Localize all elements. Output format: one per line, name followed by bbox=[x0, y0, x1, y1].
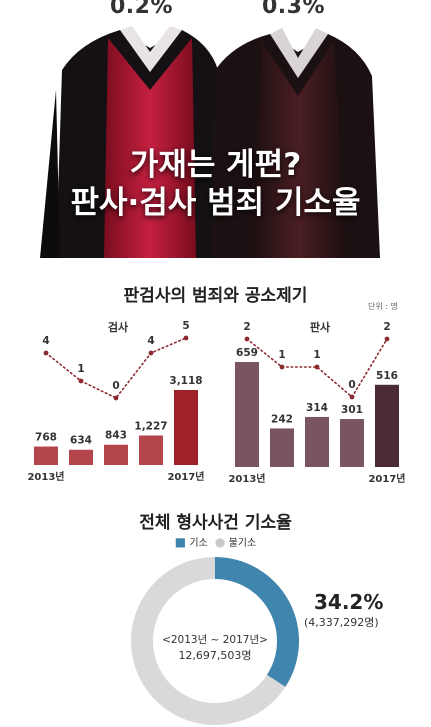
headline-line1: 가재는 게편? bbox=[129, 147, 302, 183]
legend-indicted-marker: ■ bbox=[174, 535, 187, 549]
judge-value-label: 516 bbox=[376, 370, 398, 382]
prosecutor-value-label: 843 bbox=[105, 430, 127, 442]
headline-line2: 판사·검사 범죄 기소율 bbox=[70, 185, 361, 221]
unit-label: 단위 : 명 bbox=[368, 302, 398, 311]
donut-center-total: 12,697,503명 bbox=[178, 649, 252, 662]
donut-highlight-percent: 34.2% bbox=[314, 590, 384, 614]
prosecutor-indictment-label: 0 bbox=[112, 380, 119, 392]
prosecutor-indictment-point bbox=[183, 335, 189, 341]
prosecutor-indictment-label: 4 bbox=[42, 335, 49, 347]
judge-indictment-point bbox=[349, 394, 355, 400]
prosecutor-indictment-point bbox=[148, 350, 154, 356]
legend-not-indicted-marker: ● bbox=[214, 535, 226, 549]
prosecutor-indictment-label: 4 bbox=[147, 335, 154, 347]
judge-category-label: 2017년 bbox=[368, 472, 405, 485]
judge-value-label: 659 bbox=[236, 347, 258, 359]
judge-indictment-label: 0 bbox=[348, 379, 355, 391]
prosecutor-value-label: 1,227 bbox=[134, 420, 167, 432]
legend-not-indicted-label: 불기소 bbox=[228, 538, 257, 549]
prosecutor-indictment-line bbox=[45, 337, 187, 400]
judge-bar bbox=[235, 362, 259, 467]
judge-value-label: 314 bbox=[306, 402, 328, 414]
donut-chart bbox=[131, 557, 299, 725]
prosecutor-panel-title: 검사 bbox=[108, 320, 129, 334]
judge-bar bbox=[340, 419, 364, 467]
judge-value-label: 301 bbox=[341, 404, 363, 416]
judge-indictment-rate: 0.3% bbox=[262, 0, 326, 19]
section2-title: 전체 형사사건 기소율 bbox=[139, 513, 292, 533]
judge-bar bbox=[270, 428, 294, 467]
prosecutor-value-label: 3,118 bbox=[169, 375, 202, 387]
judge-bar bbox=[375, 384, 399, 467]
prosecutor-indictment-point bbox=[43, 350, 49, 356]
judge-indictment-point bbox=[384, 336, 390, 342]
judge-indictment-point bbox=[279, 364, 285, 370]
judge-indictment-label: 1 bbox=[313, 349, 320, 361]
prosecutor-value-label: 768 bbox=[35, 432, 57, 444]
donut-highlight-count: (4,337,292명) bbox=[304, 616, 379, 629]
judge-indictment-label: 2 bbox=[243, 321, 250, 333]
bar-charts: 검사 768 2013년 4 634 1 843 0 1,227 4 3,118 2017년 5 판사 65… bbox=[27, 320, 405, 485]
prosecutor-bar bbox=[139, 435, 163, 465]
section1-title: 판검사의 범죄와 공소제기 bbox=[123, 286, 308, 306]
judge-indictment-point bbox=[314, 364, 320, 370]
robes-illustration bbox=[40, 26, 380, 258]
banner-photo: 0.2% 0.3% 가재는 게편? 판사·검사 범죄 기소율 bbox=[0, 0, 431, 258]
judge-indictment-label: 2 bbox=[383, 321, 390, 333]
judge-category-label: 2013년 bbox=[228, 472, 265, 485]
prosecutor-indictment-label: 5 bbox=[182, 320, 189, 332]
donut-legend: ■ 기소 ● 불기소 bbox=[0, 534, 431, 549]
prosecutor-indictment-point bbox=[113, 395, 119, 401]
prosecutor-indictment-rate: 0.2% bbox=[110, 0, 174, 19]
prosecutor-bar bbox=[174, 390, 198, 465]
prosecutor-bar bbox=[69, 449, 93, 465]
prosecutor-category-label: 2017년 bbox=[167, 470, 204, 483]
judge-bar bbox=[305, 416, 329, 467]
judge-indictment-label: 1 bbox=[278, 349, 285, 361]
judge-indictment-point bbox=[244, 336, 250, 342]
prosecutor-category-label: 2013년 bbox=[27, 470, 64, 483]
donut-slice-indicted bbox=[215, 557, 299, 687]
legend-indicted-label: 기소 bbox=[189, 538, 208, 549]
prosecutor-value-label: 634 bbox=[70, 435, 92, 447]
judge-value-label: 242 bbox=[271, 413, 293, 425]
prosecutor-bar bbox=[34, 446, 58, 465]
judge-panel-title: 판사 bbox=[310, 320, 331, 334]
judge-indictment-line bbox=[246, 338, 388, 399]
prosecutor-indictment-point bbox=[78, 378, 84, 384]
donut-center-period: <2013년 ~ 2017년> bbox=[162, 634, 268, 646]
prosecutor-indictment-label: 1 bbox=[77, 363, 84, 375]
prosecutor-bar bbox=[104, 444, 128, 465]
